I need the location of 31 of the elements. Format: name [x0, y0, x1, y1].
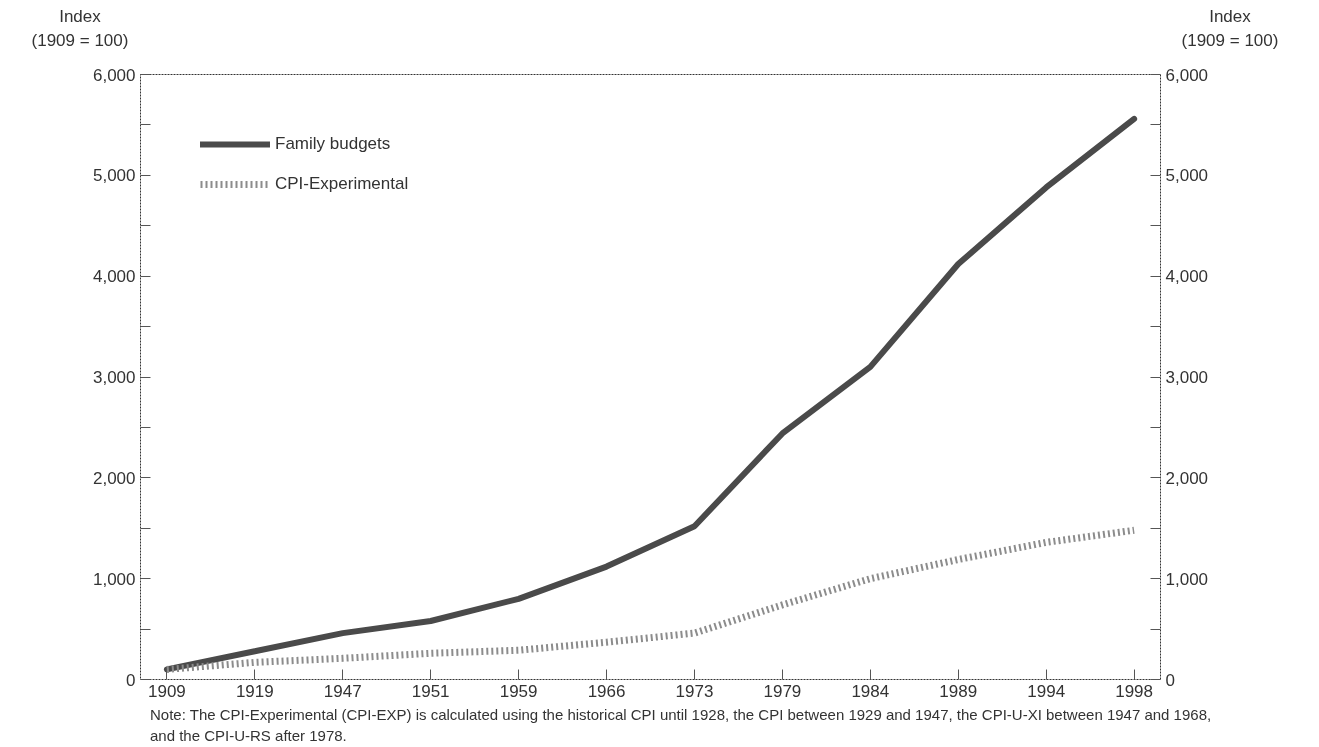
x-tick-label: 1979: [763, 681, 802, 701]
y-axis-title: Index (1909 = 100): [31, 6, 129, 53]
y2-axis-title: Index (1909 = 100): [1181, 6, 1279, 53]
y-tick-label: 4,000: [92, 266, 136, 286]
y-tick-label: 1,000: [92, 569, 136, 589]
x-tick-label: 1947: [323, 681, 362, 701]
y2-tick-label: 1,000: [1165, 569, 1209, 589]
y-tick-label: 3,000: [92, 367, 136, 387]
y-tick-label: 6,000: [92, 65, 136, 85]
x-tick-label: 1998: [1115, 681, 1154, 701]
x-tick-label: 1909: [147, 681, 186, 701]
x-tick-label: 1984: [851, 681, 890, 701]
x-tick-label: 1994: [1027, 681, 1066, 701]
y2-tick-label: 4,000: [1165, 266, 1209, 286]
x-tick-label: 1919: [235, 681, 274, 701]
x-tick-label: 1989: [939, 681, 978, 701]
y-tick-label: 0: [126, 670, 136, 690]
legend-label: CPI-Experimental: [275, 173, 409, 194]
y2-tick-label: 3,000: [1165, 367, 1209, 387]
x-tick-label: 1951: [411, 681, 450, 701]
y2-tick-label: 2,000: [1165, 468, 1209, 488]
x-tick-label: 1973: [675, 681, 714, 701]
text: Note: The CPI-Experimental (CPI-EXP) is calculated using the historical CPI until 1928, the CPI between 1929 and 1947, the CPI-U-XI between 1947 and 1968, and the CPI-U-RS after 1978.: [150, 704, 1213, 746]
y2-tick-label: 5,000: [1165, 165, 1209, 185]
x-tick-label: 1959: [499, 681, 538, 701]
legend-label: Family budgets: [275, 133, 391, 154]
y-tick-label: 2,000: [92, 468, 136, 488]
y-tick-label: 5,000: [92, 165, 136, 185]
y2-tick-label: 0: [1165, 670, 1175, 690]
x-tick-label: 1966: [587, 681, 626, 701]
y2-tick-label: 6,000: [1165, 65, 1209, 85]
